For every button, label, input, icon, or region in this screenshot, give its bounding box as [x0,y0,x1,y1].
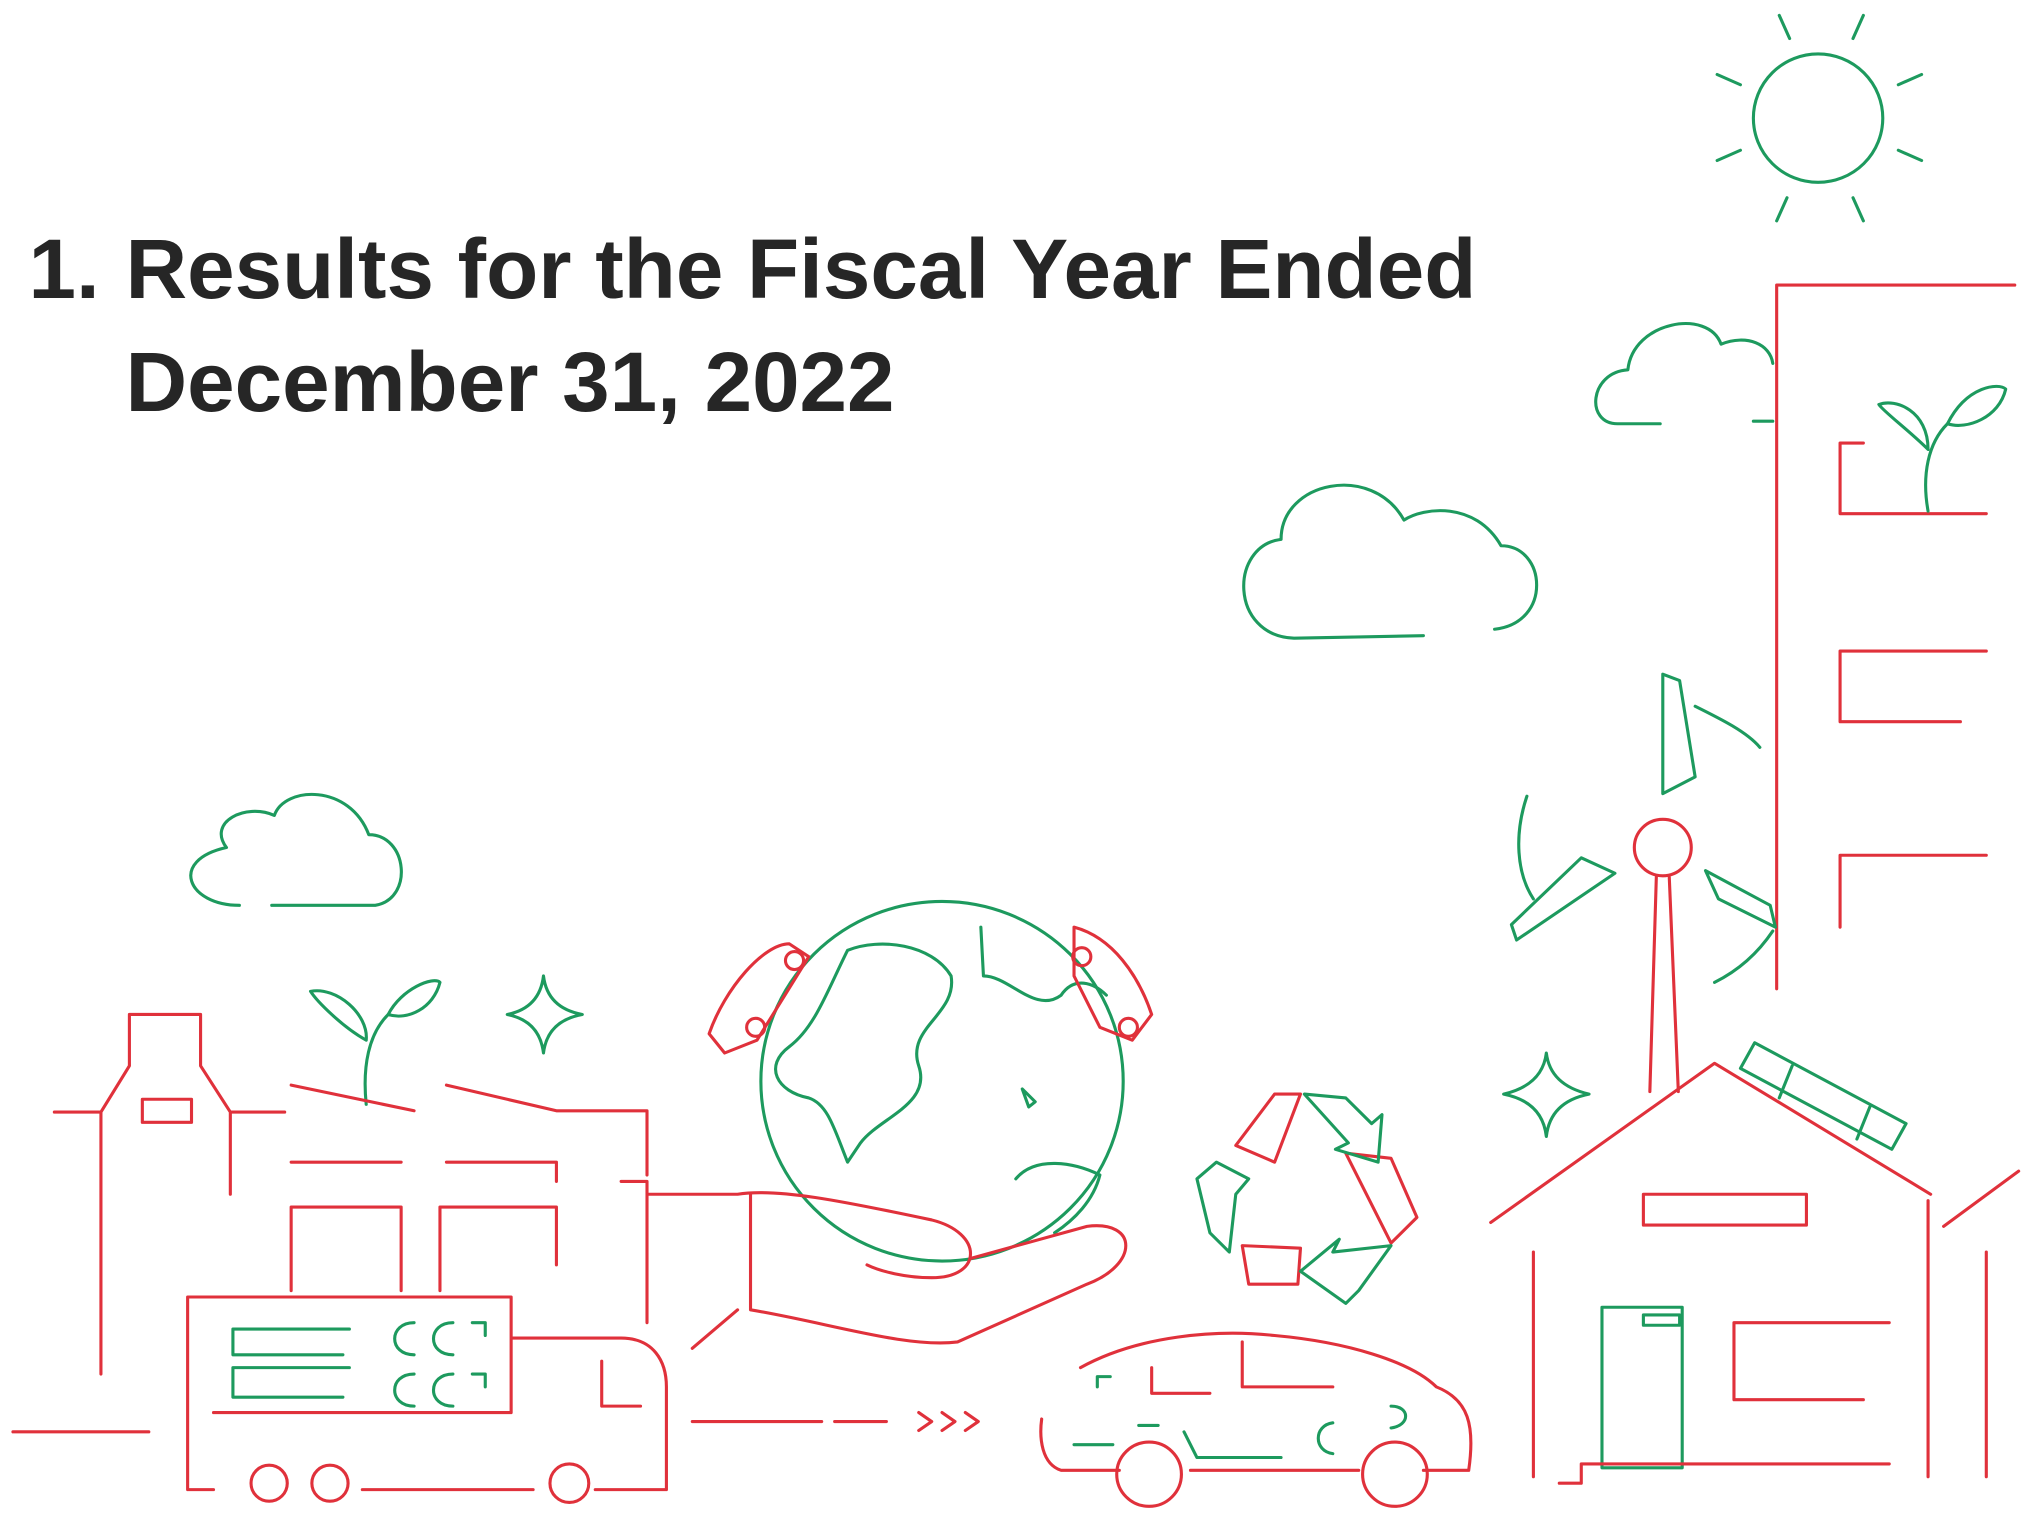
car [1039,1331,1473,1508]
sparkles [505,974,1591,1139]
title-line: Results for the Fiscal Year Ended [126,222,1477,317]
recycle [1195,1092,1419,1305]
building [1775,283,2017,991]
sun [1715,13,1924,223]
clouds [189,322,1775,907]
sprout [309,384,2008,1106]
house [1489,1041,2021,1485]
globe-hand [619,899,1154,1350]
title-line: December 31, 2022 [126,335,895,430]
truck [186,1295,980,1504]
factory [11,1012,649,1434]
section-number: 1. [28,222,99,317]
wind-turbine [1509,672,1777,1094]
heading: 1. Results for the Fiscal Year Ended Dec… [28,222,1476,430]
